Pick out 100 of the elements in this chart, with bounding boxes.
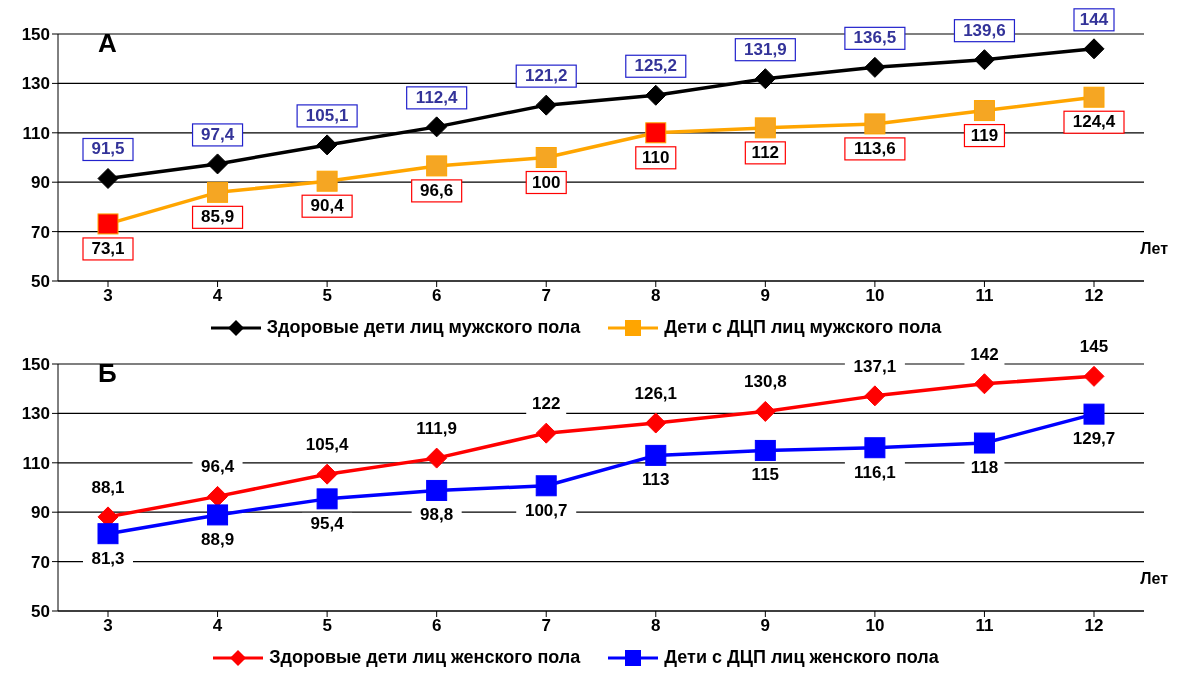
x-tick-label: 4	[212, 286, 223, 306]
x-tick-label: 5	[322, 616, 332, 636]
data-label: 129,7	[1072, 429, 1116, 449]
point	[645, 412, 667, 434]
y-tick-label: 130	[21, 404, 50, 424]
data-label: 73,1	[91, 238, 125, 258]
data-label: 139,6	[963, 20, 1006, 40]
y-tick-label: 50	[31, 272, 50, 292]
point	[973, 49, 995, 71]
point	[97, 167, 119, 189]
chart-title: Б	[98, 358, 117, 389]
point	[316, 134, 338, 156]
y-tick-label: 110	[22, 453, 50, 473]
x-tick-label: 9	[760, 616, 771, 636]
x-tick-label: 6	[431, 616, 442, 636]
point	[1083, 365, 1105, 387]
point	[97, 213, 119, 235]
point	[535, 94, 557, 116]
data-label: 122	[532, 394, 561, 414]
point	[973, 100, 995, 122]
x-tick-label: 11	[975, 616, 994, 636]
point	[97, 523, 119, 545]
data-label: 81,3	[91, 548, 125, 568]
point	[645, 84, 667, 106]
point	[754, 68, 776, 90]
data-label: 121,2	[524, 66, 568, 86]
data-label: 105,4	[305, 435, 349, 455]
point	[426, 155, 448, 177]
data-label: 91,5	[91, 139, 125, 159]
data-label: 100	[532, 172, 561, 192]
x-tick-label: 4	[212, 616, 223, 636]
point	[973, 432, 995, 454]
point	[645, 444, 667, 466]
data-label: 113,6	[854, 138, 896, 158]
y-tick-label: 150	[21, 355, 50, 375]
x-tick-label: 8	[651, 286, 661, 306]
data-label: 111,9	[416, 419, 457, 439]
point	[1083, 86, 1105, 108]
y-tick-label: 130	[21, 74, 50, 94]
data-label: 113	[642, 470, 670, 490]
point	[426, 116, 448, 138]
point	[973, 373, 995, 395]
data-label: 95,4	[310, 513, 345, 533]
data-label: 145	[1079, 337, 1109, 357]
y-tick-label: 50	[31, 602, 50, 622]
x-tick-label: 3	[103, 286, 113, 306]
x-tick-label: 11	[975, 286, 994, 306]
x-tick-label: 10	[865, 616, 885, 636]
point	[207, 485, 229, 507]
point	[535, 147, 557, 168]
x-tick-label: 12	[1084, 616, 1104, 636]
point	[864, 385, 886, 407]
data-label: 125,2	[634, 56, 678, 76]
data-label: 90,4	[310, 196, 345, 216]
data-label: 131,9	[744, 39, 787, 59]
point	[426, 479, 448, 501]
point	[1083, 403, 1105, 425]
data-label: 112,4	[415, 87, 459, 107]
x-axis-title: Лет	[1140, 240, 1168, 258]
x-tick-label: 12	[1084, 286, 1104, 306]
legend-label: Здоровые дети лиц мужского пола	[265, 317, 581, 338]
y-tick-label: 70	[31, 222, 50, 242]
legend-label: Дети с ДЦП лиц мужского пола	[663, 317, 942, 338]
data-label: 144	[1079, 9, 1109, 29]
point	[316, 463, 338, 485]
data-label: 88,9	[201, 529, 235, 549]
data-label: 110	[642, 147, 670, 167]
data-label: 137,1	[853, 356, 897, 376]
point	[754, 400, 776, 422]
data-label: 118	[970, 458, 999, 478]
x-tick-label: 8	[651, 616, 661, 636]
legend-label: Здоровые дети лиц женского пола	[268, 647, 581, 668]
x-tick-label: 3	[103, 616, 113, 636]
x-tick-label: 7	[541, 616, 551, 636]
data-label: 105,1	[305, 105, 349, 125]
point	[426, 447, 448, 469]
x-tick-label: 5	[322, 286, 332, 306]
point	[535, 422, 557, 444]
data-label: 136,5	[853, 28, 897, 48]
data-label: 88,1	[91, 477, 125, 497]
y-tick-label: 90	[31, 503, 50, 523]
point	[1083, 38, 1105, 60]
data-label: 97,4	[201, 124, 235, 144]
data-label: 142	[970, 344, 999, 364]
data-label: 85,9	[201, 207, 235, 227]
y-tick-label: 90	[31, 173, 50, 193]
point	[207, 504, 229, 526]
chart-title: А	[98, 28, 117, 59]
point	[207, 181, 229, 203]
point	[754, 439, 776, 461]
data-label: 98,8	[420, 505, 454, 525]
data-label: 96,6	[420, 180, 454, 200]
point	[754, 117, 776, 139]
point	[535, 475, 557, 497]
x-tick-label: 9	[760, 286, 771, 306]
y-tick-label: 150	[21, 25, 50, 45]
point	[207, 153, 229, 175]
x-tick-label: 10	[865, 286, 885, 306]
point	[316, 170, 338, 192]
point	[864, 56, 886, 78]
